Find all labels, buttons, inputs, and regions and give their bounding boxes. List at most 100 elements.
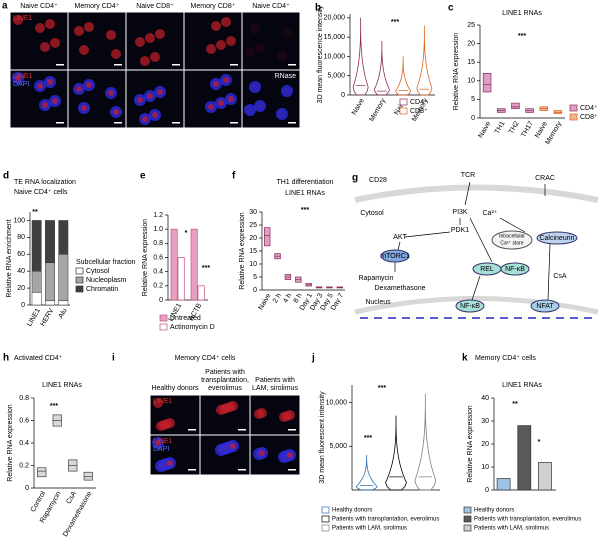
diagram-decor (354, 181, 599, 319)
box (83, 471, 93, 481)
y-tick-label: 10 (481, 464, 489, 471)
scale-bar (172, 122, 180, 124)
scale-bar (288, 429, 296, 431)
chart-title: LINE1 RNAs (502, 382, 542, 389)
rna-signal (255, 43, 265, 53)
y-tick-label: 20 (481, 441, 489, 448)
rna-signal (47, 79, 53, 85)
rna-signal (213, 81, 219, 87)
bar (197, 285, 205, 301)
rna-signal (252, 84, 258, 90)
significance: *** (50, 403, 58, 410)
legend-label: CD8⁺ (580, 114, 598, 121)
x-tick-label: TH2 (508, 120, 521, 135)
y-tick-label: 5,000 (329, 443, 347, 450)
diagram-label: Ca²⁺ (483, 210, 498, 217)
rna-signal (113, 109, 119, 115)
y-tick-label: 0.6 (19, 417, 29, 424)
bar-segment (58, 300, 69, 306)
column-header: Healthy donors (151, 385, 199, 392)
rna-signal (257, 408, 267, 418)
diagram-label: Intracellular (499, 233, 525, 239)
y-axis-label: 3D mean fluorescent intensity (319, 391, 326, 484)
rna-signal (147, 93, 153, 99)
channel-label: LINE1 (13, 15, 33, 22)
rna-signal (285, 410, 295, 420)
panel-label: f (232, 171, 236, 182)
x-tick-label: Naive (351, 97, 366, 116)
box (37, 467, 47, 478)
panel-label: c (448, 3, 454, 14)
rna-signal (135, 37, 145, 47)
diagram-label: Calcineurin (539, 235, 574, 242)
significance: *** (378, 385, 386, 392)
x-tick-label: 8 h (293, 292, 304, 304)
rna-signal (50, 38, 60, 48)
significance: *** (364, 435, 372, 442)
scale-bar (238, 469, 246, 471)
y-tick-label: 25 (249, 222, 257, 229)
rna-signal (45, 19, 55, 29)
column-header: Naive CD4⁺ (252, 3, 290, 10)
rna-signal (284, 88, 290, 94)
rna-signal (277, 51, 287, 61)
y-tick-label: 10 (467, 78, 475, 85)
legend-swatch (75, 285, 84, 293)
y-tick-label: 0.8 (153, 240, 163, 247)
chart-title: LINE1 RNAs (502, 10, 542, 17)
column-header: Patients with (205, 369, 245, 376)
panel-label: a (2, 1, 8, 12)
legend-label: Patients with LAM, sirolimus (332, 526, 407, 532)
chart-title: TE RNA localization (14, 179, 76, 186)
chart-title: Naive CD4⁺ cells (14, 189, 68, 196)
legend-label: CD4⁺ (580, 105, 598, 112)
diagram-label: Ca²⁺ store (500, 240, 523, 246)
y-tick-label: 0.6 (153, 254, 163, 261)
diagram-label: NF-κB (505, 266, 525, 273)
column-header: Naive CD8⁺ (136, 3, 174, 10)
y-tick-label: 30 (249, 209, 257, 216)
significance: ** (512, 401, 518, 408)
diagram-label: CsA (553, 273, 567, 280)
diagram-node (491, 230, 533, 250)
diagram-label: Nucleus (365, 299, 391, 306)
diagram-label: NFAT (536, 303, 554, 310)
y-tick-label: 20 (467, 40, 475, 47)
rna-signal (140, 56, 150, 66)
bar (496, 478, 511, 491)
y-axis-label: Relative RNA enrichment (6, 219, 13, 297)
diagram-label: Dexamethasone (375, 285, 426, 292)
micrograph (242, 12, 300, 70)
legend-label: CD4⁺ (410, 99, 428, 106)
nucleus (254, 100, 266, 112)
rna-signal (257, 103, 263, 109)
rna-signal (86, 82, 92, 88)
rna-signal (155, 29, 165, 39)
legend-swatch (321, 506, 330, 514)
nucleus (249, 81, 261, 93)
rna-signal (287, 452, 293, 458)
rna-signal (79, 45, 89, 55)
rna-signal (221, 17, 231, 27)
bar-segment (31, 292, 42, 306)
bar (177, 257, 185, 301)
y-tick-label: 60 (17, 251, 25, 258)
significance: *** (391, 19, 399, 26)
y-tick-label: 0 (159, 297, 163, 304)
bar (538, 462, 552, 491)
scale-bar (188, 429, 196, 431)
channel-label: LINE1 (13, 73, 33, 80)
scale-bar (230, 64, 238, 66)
legend-swatch (399, 98, 408, 106)
y-tick-label: 0.2 (19, 462, 29, 469)
y-tick-label: 20 (17, 285, 25, 292)
diagram-label: NF-κB (460, 303, 480, 310)
rna-signal (145, 33, 155, 43)
scale-bar (188, 469, 196, 471)
x-tick-label: 4 h (282, 292, 293, 304)
rna-signal (155, 440, 161, 446)
y-tick-label: 80 (17, 234, 25, 241)
y-tick-label: 100 (13, 217, 25, 224)
violin (373, 40, 390, 96)
